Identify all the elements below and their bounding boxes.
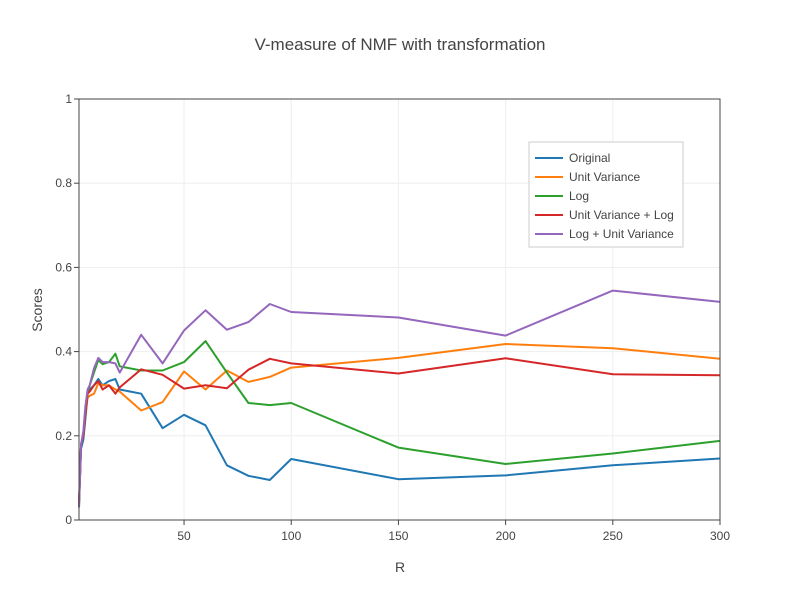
x-tick-label: 200 <box>496 529 516 543</box>
y-tick-label: 0.4 <box>55 345 72 359</box>
legend-box <box>528 141 684 248</box>
plot-frame <box>78 98 721 521</box>
legend-label-unit-variance: Unit Variance <box>569 170 640 184</box>
legend-label-unit-variance-log: Unit Variance + Log <box>569 208 674 222</box>
y-tick-label: 1 <box>65 92 72 106</box>
x-axis-ticks: 50 100 150 200 250 300 <box>177 520 730 543</box>
y-axis-title: Scores <box>29 288 45 332</box>
legend-label-original: Original <box>569 151 610 165</box>
y-tick-label: 0.8 <box>55 176 72 190</box>
x-tick-label: 250 <box>603 529 623 543</box>
y-axis-ticks: 0 0.2 0.4 0.6 0.8 1 <box>55 92 79 527</box>
y-tick-label: 0 <box>65 513 72 527</box>
x-tick-label: 100 <box>281 529 301 543</box>
y-tick-label: 0.2 <box>55 429 72 443</box>
legend: Original Unit Variance Log Unit Variance + … <box>528 141 684 248</box>
series-lines <box>78 289 721 508</box>
series-line-log-unit-variance <box>78 289 721 508</box>
chart-title: V-measure of NMF with transformation <box>255 35 546 54</box>
x-tick-label: 300 <box>710 529 730 543</box>
x-tick-label: 50 <box>177 529 191 543</box>
x-axis-title: R <box>395 559 405 575</box>
x-tick-label: 150 <box>388 529 408 543</box>
legend-label-log-unit-variance: Log + Unit Variance <box>569 227 674 241</box>
y-tick-label: 0.6 <box>55 260 72 274</box>
legend-label-log: Log <box>569 189 589 203</box>
